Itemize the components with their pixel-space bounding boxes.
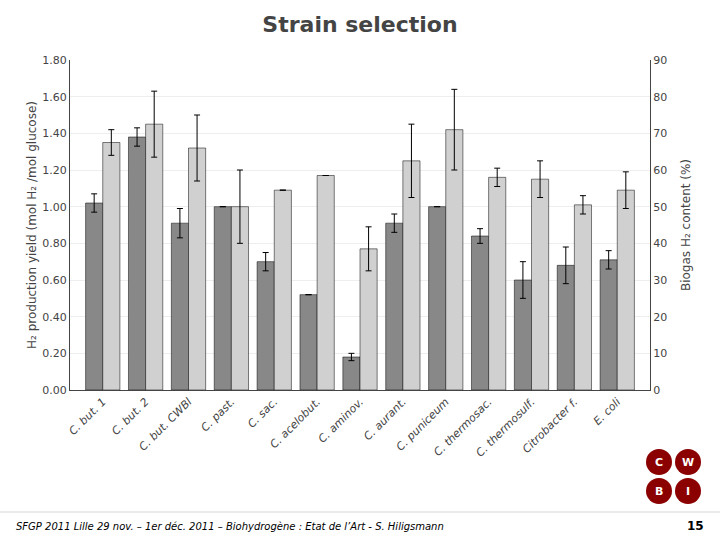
svg-text:B: B [655,485,663,498]
svg-text:10: 10 [653,347,667,360]
svg-text:C. sac.: C. sac. [245,396,280,431]
svg-text:1.20: 1.20 [42,164,67,177]
svg-text:Biogas H₂ content (%): Biogas H₂ content (%) [679,159,693,291]
svg-text:C. aurant.: C. aurant. [361,396,409,444]
svg-text:60: 60 [653,164,667,177]
svg-text:0: 0 [653,384,660,397]
svg-text:Strain selection: Strain selection [262,12,457,37]
svg-text:1.80: 1.80 [42,54,67,67]
svg-text:C. but. 1: C. but. 1 [66,396,108,438]
svg-text:90: 90 [653,54,667,67]
svg-text:SFGP 2011 Lille 29 nov. – 1er: SFGP 2011 Lille 29 nov. – 1er déc. 2011 … [16,521,444,532]
svg-text:0.00: 0.00 [42,384,67,397]
svg-text:C: C [655,456,663,469]
svg-text:C. thermosulf.: C. thermosulf. [473,396,537,460]
svg-text:20: 20 [653,311,667,324]
svg-text:H₂ production yield (mol H₂ /m: H₂ production yield (mol H₂ /mol glucose… [25,101,39,349]
svg-text:70: 70 [653,127,667,140]
svg-text:15: 15 [687,519,704,533]
svg-text:I: I [686,485,690,498]
svg-text:1.60: 1.60 [42,91,67,104]
svg-text:C. thermosac.: C. thermosac. [431,396,494,459]
svg-text:C. aminov.: C. aminov. [316,396,366,446]
svg-text:E. coli: E. coli [591,396,623,428]
svg-text:C. but. CWBl: C. but. CWBl [136,396,194,454]
svg-text:30: 30 [653,274,667,287]
svg-text:0.80: 0.80 [42,237,67,250]
svg-text:40: 40 [653,237,667,250]
svg-text:C. past.: C. past. [199,396,238,435]
svg-text:1.00: 1.00 [42,201,67,214]
svg-text:W: W [682,456,694,469]
svg-text:C. acelobut.: C. acelobut. [267,396,323,452]
svg-text:Citrobacter f.: Citrobacter f. [520,396,580,456]
svg-text:80: 80 [653,91,667,104]
svg-text:50: 50 [653,201,667,214]
svg-text:C. but. 2: C. but. 2 [109,396,151,438]
svg-text:1.40: 1.40 [42,127,67,140]
svg-text:C. puniceum: C. puniceum [394,396,452,454]
svg-text:0.60: 0.60 [42,274,67,287]
svg-text:0.20: 0.20 [42,347,67,360]
svg-text:0.40: 0.40 [42,311,67,324]
